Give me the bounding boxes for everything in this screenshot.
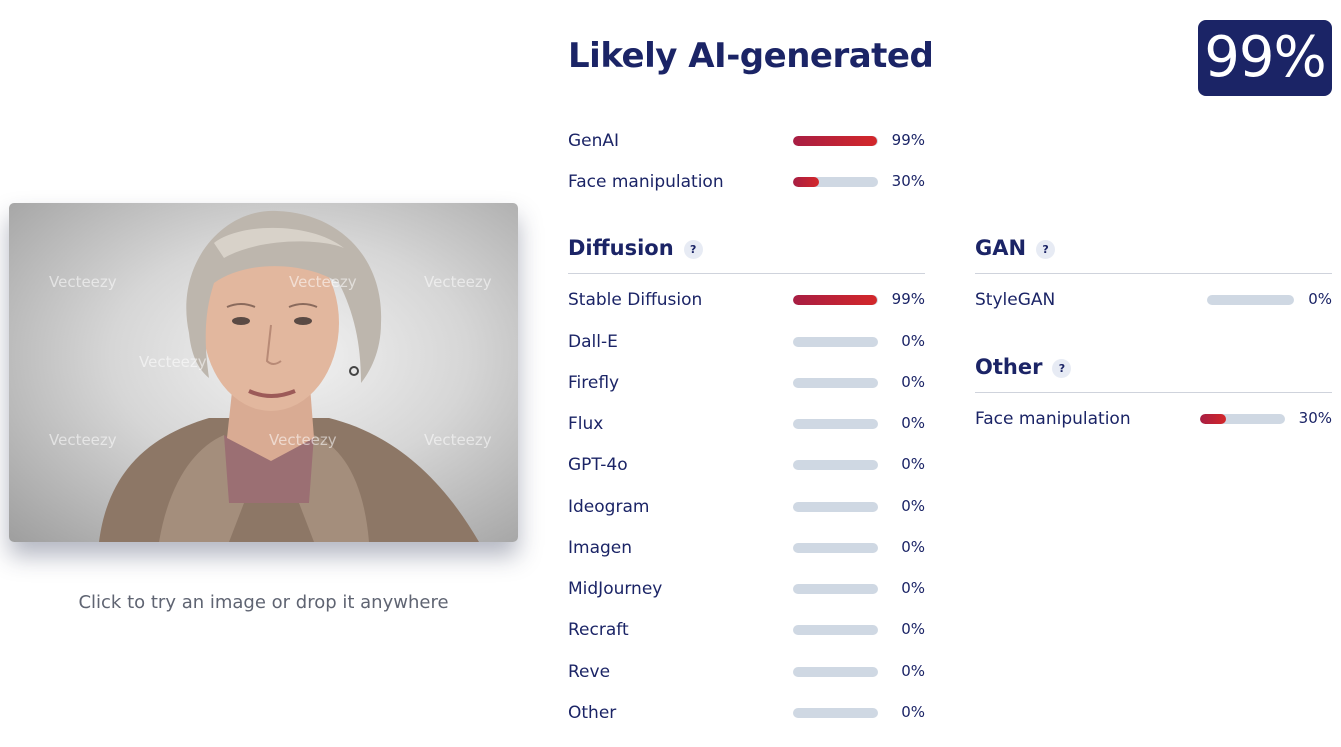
help-icon[interactable]: ?: [1052, 358, 1072, 378]
section-title: Diffusion: [568, 236, 674, 260]
watermark-text: Vecteezy: [49, 431, 117, 449]
model-row-midjourney: MidJourney 0%: [568, 579, 925, 601]
probability-bar: [793, 584, 878, 594]
probability-bar: [793, 543, 878, 553]
help-icon[interactable]: ?: [1036, 239, 1056, 259]
probability-bar: [793, 337, 878, 347]
probability-value: 0%: [901, 620, 925, 638]
model-label: Stable Diffusion: [568, 290, 703, 310]
probability-value: 0%: [901, 332, 925, 350]
model-label: Other: [568, 703, 617, 723]
summary-label: GenAI: [568, 131, 620, 151]
probability-value: 0%: [901, 662, 925, 680]
section-heading-diffusion: Diffusion?: [568, 236, 703, 260]
model-row-firefly: Firefly 0%: [568, 373, 925, 395]
verdict-title: Likely AI-generated: [568, 36, 934, 76]
watermark-text: Vecteezy: [269, 431, 337, 449]
probability-bar-fill: [793, 136, 878, 146]
probability-bar: [793, 708, 878, 718]
probability-bar: [793, 419, 878, 429]
probability-bar: [1207, 295, 1294, 305]
probability-value: 0%: [1308, 290, 1332, 308]
watermark-text: Vecteezy: [424, 273, 492, 291]
probability-bar: [793, 136, 878, 146]
model-label: Flux: [568, 414, 604, 434]
model-row-dall-e: Dall-E 0%: [568, 332, 925, 354]
model-row-other: Other 0%: [568, 703, 925, 725]
probability-bar-fill: [1200, 414, 1226, 424]
probability-bar-fill: [793, 295, 878, 305]
model-row-recraft: Recraft 0%: [568, 620, 925, 642]
probability-value: 0%: [901, 497, 925, 515]
watermark-text: Vecteezy: [139, 353, 207, 371]
probability-bar: [793, 177, 878, 187]
model-row-ideogram: Ideogram 0%: [568, 497, 925, 519]
probability-bar: [793, 667, 878, 677]
model-row-gpt-4o: GPT-4o 0%: [568, 455, 925, 477]
watermark-text: Vecteezy: [289, 273, 357, 291]
model-row-flux: Flux 0%: [568, 414, 925, 436]
model-row-stylegan: StyleGAN 0%: [975, 290, 1332, 312]
probability-bar: [793, 502, 878, 512]
probability-value: 0%: [901, 703, 925, 721]
probability-value: 0%: [901, 414, 925, 432]
model-label: GPT-4o: [568, 455, 628, 475]
probability-value: 0%: [901, 455, 925, 473]
probability-value: 0%: [901, 373, 925, 391]
probability-value: 0%: [901, 579, 925, 597]
probability-bar-fill: [793, 177, 819, 187]
model-label: Dall-E: [568, 332, 618, 352]
summary-row-face-manipulation: Face manipulation 30%: [568, 172, 925, 194]
watermark-text: Vecteezy: [424, 431, 492, 449]
section-title: GAN: [975, 236, 1027, 260]
model-label: StyleGAN: [975, 290, 1056, 310]
probability-bar: [793, 295, 878, 305]
model-label: Imagen: [568, 538, 633, 558]
section-divider: [975, 273, 1332, 274]
model-label: Reve: [568, 662, 611, 682]
model-label: MidJourney: [568, 579, 663, 599]
image-dropzone[interactable]: Vecteezy Vecteezy Vecteezy Vecteezy Vect…: [9, 203, 518, 613]
probability-value: 99%: [891, 131, 925, 149]
model-label: Face manipulation: [975, 409, 1131, 429]
section-divider: [568, 273, 925, 274]
section-title: Other: [975, 355, 1043, 379]
probability-value: 30%: [891, 172, 925, 190]
portrait-illustration: [99, 210, 479, 542]
probability-bar: [1200, 414, 1285, 424]
model-row-face-manipulation: Face manipulation 30%: [975, 409, 1332, 431]
help-icon[interactable]: ?: [683, 239, 703, 259]
watermark-text: Vecteezy: [49, 273, 117, 291]
model-label: Recraft: [568, 620, 629, 640]
probability-value: 0%: [901, 538, 925, 556]
model-label: Firefly: [568, 373, 620, 393]
section-heading-gan: GAN?: [975, 236, 1056, 260]
model-row-stable-diffusion: Stable Diffusion 99%: [568, 290, 925, 312]
probability-bar: [793, 625, 878, 635]
probability-value: 30%: [1298, 409, 1332, 427]
probability-bar: [793, 460, 878, 470]
model-row-reve: Reve 0%: [568, 662, 925, 684]
uploaded-image-preview[interactable]: Vecteezy Vecteezy Vecteezy Vecteezy Vect…: [9, 203, 518, 542]
summary-row-genai: GenAI 99%: [568, 131, 925, 153]
probability-value: 99%: [891, 290, 925, 308]
model-row-imagen: Imagen 0%: [568, 538, 925, 560]
upload-hint: Click to try an image or drop it anywher…: [78, 592, 449, 613]
model-label: Ideogram: [568, 497, 650, 517]
probability-bar: [793, 378, 878, 388]
section-divider: [975, 392, 1332, 393]
score-badge: 99%: [1198, 20, 1332, 96]
section-heading-other: Other?: [975, 355, 1072, 379]
summary-label: Face manipulation: [568, 172, 724, 192]
